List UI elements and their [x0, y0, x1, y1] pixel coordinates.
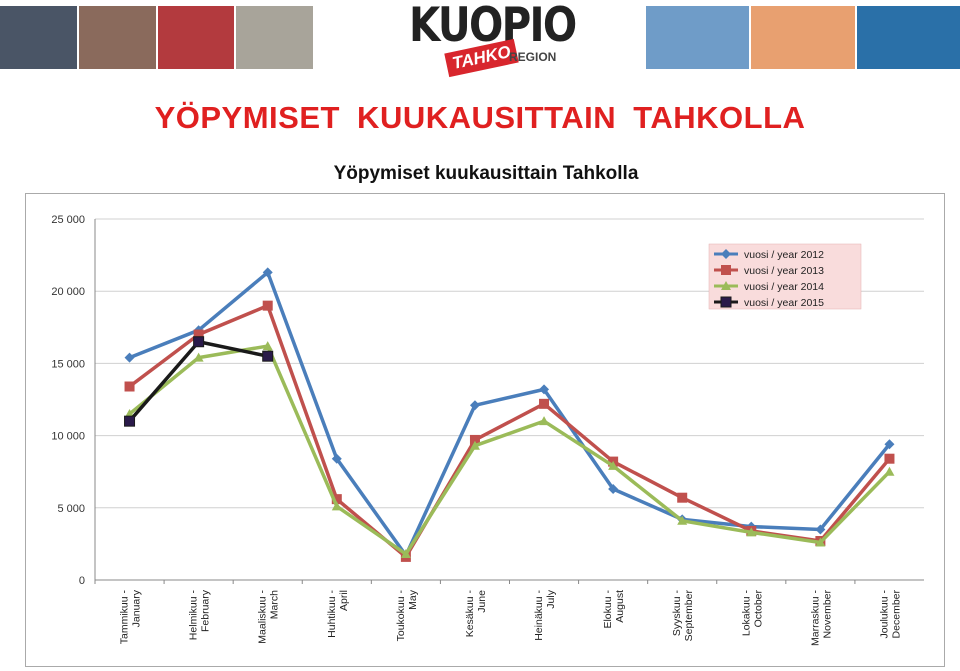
x-tick-label: Syyskuu -September — [671, 590, 695, 642]
header-photos-right — [646, 6, 960, 69]
header-photo — [157, 6, 235, 69]
header-photo — [78, 6, 156, 69]
x-tick-label: Maaliskuu -March — [257, 589, 281, 643]
y-tick-label: 5 000 — [57, 503, 85, 515]
legend-label: vuosi / year 2013 — [744, 265, 824, 277]
y-tick-label: 15 000 — [51, 358, 85, 370]
series-4-point — [262, 350, 274, 362]
header-photos-left — [0, 6, 313, 69]
header-photo — [751, 6, 855, 69]
series-2-point — [262, 300, 273, 311]
legend-label: vuosi / year 2015 — [744, 297, 824, 309]
page-title: YÖPYMISET KUUKAUSITTAIN TAHKOLLA — [154, 100, 806, 135]
series-3-point — [608, 460, 619, 470]
series-4-point — [124, 415, 136, 427]
legend-marker — [721, 265, 731, 275]
line-chart: 0 5 000 10 000 15 000 20 000 25 000 Tammikuu -… — [51, 214, 924, 646]
series-3-point — [193, 352, 204, 362]
series-1-point — [469, 400, 480, 411]
legend-marker — [721, 249, 731, 259]
series-1-point — [331, 453, 342, 464]
legend-marker — [720, 296, 732, 308]
x-tick-label: Joulukuu -December — [878, 589, 902, 638]
header-photo — [646, 6, 750, 69]
x-tick-label: Marraskuu -November — [809, 589, 833, 646]
kuopio-tahko-logo: KUOPIO TAHKO REGION — [405, 0, 577, 80]
series-2-point — [469, 434, 480, 445]
series-1-point — [608, 484, 619, 495]
legend-label: vuosi / year 2012 — [744, 249, 824, 261]
x-tick-label: Tammikuu -January — [119, 589, 143, 644]
series-1-point — [884, 439, 895, 450]
series-2-point — [331, 494, 342, 505]
series-3-point — [262, 341, 273, 351]
series-3-point — [815, 537, 826, 547]
x-tick-label: Heinäkuu -July — [533, 589, 557, 641]
logo-region-text: REGION — [509, 50, 557, 64]
series-2-point — [124, 381, 135, 392]
legend-marker — [721, 281, 731, 290]
series-1-point — [815, 524, 826, 535]
y-tick-label: 10 000 — [51, 431, 85, 443]
series-3-point — [884, 466, 895, 476]
series-4-point — [193, 336, 205, 348]
series-3-point — [469, 440, 480, 450]
series-3-point — [677, 515, 688, 525]
series-3-point — [746, 527, 757, 537]
series-3-point — [331, 501, 342, 511]
series-2-point — [193, 329, 204, 340]
x-tick-label: Helmikuu -February — [188, 589, 212, 640]
x-tick-label: Elokuu -August — [602, 590, 626, 629]
chart-title: Yöpymiset kuukausittain Tahkolla — [333, 163, 639, 184]
series-3-point — [400, 549, 411, 559]
series-1-point — [124, 352, 135, 363]
legend-label: vuosi / year 2014 — [744, 281, 824, 293]
series-line-1 — [128, 270, 891, 558]
series-1-point — [539, 384, 550, 395]
series-2-point — [539, 398, 550, 409]
header-photo — [0, 6, 77, 69]
series-line-2 — [128, 303, 891, 559]
series-line-3 — [128, 344, 891, 556]
y-tick-label: 0 — [79, 575, 85, 587]
header-photo — [856, 6, 960, 69]
series-2-point — [884, 453, 895, 464]
x-tick-label: Huhtikuu -April — [326, 590, 350, 638]
x-tick-label: Toukokuu -May — [395, 589, 419, 641]
series-2-point — [677, 492, 688, 503]
chart-frame: 0 5 000 10 000 15 000 20 000 25 000 Tammikuu -… — [25, 193, 945, 667]
series-1-point — [262, 267, 273, 278]
header-photo — [236, 6, 313, 69]
y-tick-label: 20 000 — [51, 286, 85, 298]
y-tick-label: 25 000 — [51, 214, 85, 226]
x-tick-label: Kesäkuu -June — [464, 590, 488, 638]
series-3-point — [539, 416, 550, 426]
x-tick-label: Lokakuu -October — [740, 590, 764, 637]
